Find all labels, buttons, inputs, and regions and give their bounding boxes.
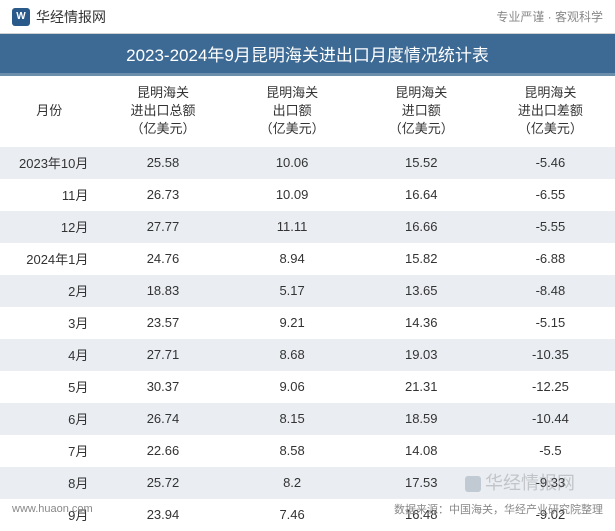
cell-balance: -8.48 <box>486 275 615 307</box>
cell-month: 2023年10月 <box>0 147 98 179</box>
cell-import: 21.31 <box>357 371 486 403</box>
table-row: 2023年10月25.5810.0615.52-5.46 <box>0 147 615 179</box>
cell-month: 7月 <box>0 435 98 467</box>
cell-total: 27.71 <box>98 339 227 371</box>
cell-balance: -5.15 <box>486 307 615 339</box>
cell-month: 11月 <box>0 179 98 211</box>
table-row: 4月27.718.6819.03-10.35 <box>0 339 615 371</box>
cell-export: 9.21 <box>228 307 357 339</box>
cell-export: 11.11 <box>228 211 357 243</box>
cell-balance: -6.55 <box>486 179 615 211</box>
data-table: 月份 昆明海关进出口总额（亿美元） 昆明海关出口额（亿美元） 昆明海关进口额（亿… <box>0 76 615 531</box>
cell-month: 12月 <box>0 211 98 243</box>
cell-month: 8月 <box>0 467 98 499</box>
page-footer: www.huaon.com 数据来源：中国海关，华经产业研究院整理 <box>0 497 615 521</box>
cell-import: 15.82 <box>357 243 486 275</box>
table-body: 2023年10月25.5810.0615.52-5.4611月26.7310.0… <box>0 147 615 531</box>
cell-import: 15.52 <box>357 147 486 179</box>
cell-month: 5月 <box>0 371 98 403</box>
table-row: 6月26.748.1518.59-10.44 <box>0 403 615 435</box>
cell-month: 3月 <box>0 307 98 339</box>
cell-balance: -5.46 <box>486 147 615 179</box>
cell-total: 26.74 <box>98 403 227 435</box>
cell-total: 24.76 <box>98 243 227 275</box>
table-header-row: 月份 昆明海关进出口总额（亿美元） 昆明海关出口额（亿美元） 昆明海关进口额（亿… <box>0 76 615 147</box>
cell-export: 8.68 <box>228 339 357 371</box>
header-left: W 华经情报网 <box>12 7 106 27</box>
table-row: 8月25.728.217.53-9.33 <box>0 467 615 499</box>
cell-total: 25.58 <box>98 147 227 179</box>
col-header-month: 月份 <box>0 76 98 147</box>
cell-month: 4月 <box>0 339 98 371</box>
cell-import: 14.08 <box>357 435 486 467</box>
cell-import: 14.36 <box>357 307 486 339</box>
col-header-export: 昆明海关出口额（亿美元） <box>228 76 357 147</box>
cell-import: 16.64 <box>357 179 486 211</box>
cell-balance: -9.33 <box>486 467 615 499</box>
cell-import: 18.59 <box>357 403 486 435</box>
cell-export: 8.2 <box>228 467 357 499</box>
cell-import: 13.65 <box>357 275 486 307</box>
cell-export: 8.15 <box>228 403 357 435</box>
site-logo-icon: W <box>12 8 30 26</box>
table-row: 3月23.579.2114.36-5.15 <box>0 307 615 339</box>
col-header-import: 昆明海关进口额（亿美元） <box>357 76 486 147</box>
cell-total: 26.73 <box>98 179 227 211</box>
cell-total: 23.57 <box>98 307 227 339</box>
cell-total: 30.37 <box>98 371 227 403</box>
site-name: 华经情报网 <box>36 7 106 27</box>
table-row: 2月18.835.1713.65-8.48 <box>0 275 615 307</box>
cell-balance: -10.35 <box>486 339 615 371</box>
cell-export: 5.17 <box>228 275 357 307</box>
page-header: W 华经情报网 专业严谨 · 客观科学 <box>0 0 615 34</box>
cell-balance: -5.55 <box>486 211 615 243</box>
cell-import: 19.03 <box>357 339 486 371</box>
table-row: 7月22.668.5814.08-5.5 <box>0 435 615 467</box>
col-header-total: 昆明海关进出口总额（亿美元） <box>98 76 227 147</box>
cell-month: 2月 <box>0 275 98 307</box>
cell-month: 2024年1月 <box>0 243 98 275</box>
table-row: 12月27.7711.1116.66-5.55 <box>0 211 615 243</box>
cell-balance: -12.25 <box>486 371 615 403</box>
cell-export: 8.94 <box>228 243 357 275</box>
cell-export: 10.06 <box>228 147 357 179</box>
footer-url: www.huaon.com <box>12 503 93 515</box>
cell-total: 18.83 <box>98 275 227 307</box>
cell-import: 17.53 <box>357 467 486 499</box>
cell-total: 27.77 <box>98 211 227 243</box>
table-title: 2023-2024年9月昆明海关进出口月度情况统计表 <box>0 34 615 76</box>
site-tagline: 专业严谨 · 客观科学 <box>496 8 603 25</box>
table-row: 5月30.379.0621.31-12.25 <box>0 371 615 403</box>
cell-balance: -6.88 <box>486 243 615 275</box>
footer-source: 数据来源：中国海关，华经产业研究院整理 <box>394 501 603 517</box>
cell-export: 8.58 <box>228 435 357 467</box>
cell-total: 22.66 <box>98 435 227 467</box>
table-row: 11月26.7310.0916.64-6.55 <box>0 179 615 211</box>
cell-total: 25.72 <box>98 467 227 499</box>
cell-month: 6月 <box>0 403 98 435</box>
table-row: 2024年1月24.768.9415.82-6.88 <box>0 243 615 275</box>
cell-export: 10.09 <box>228 179 357 211</box>
cell-export: 9.06 <box>228 371 357 403</box>
cell-balance: -5.5 <box>486 435 615 467</box>
cell-balance: -10.44 <box>486 403 615 435</box>
cell-import: 16.66 <box>357 211 486 243</box>
col-header-balance: 昆明海关进出口差额（亿美元） <box>486 76 615 147</box>
